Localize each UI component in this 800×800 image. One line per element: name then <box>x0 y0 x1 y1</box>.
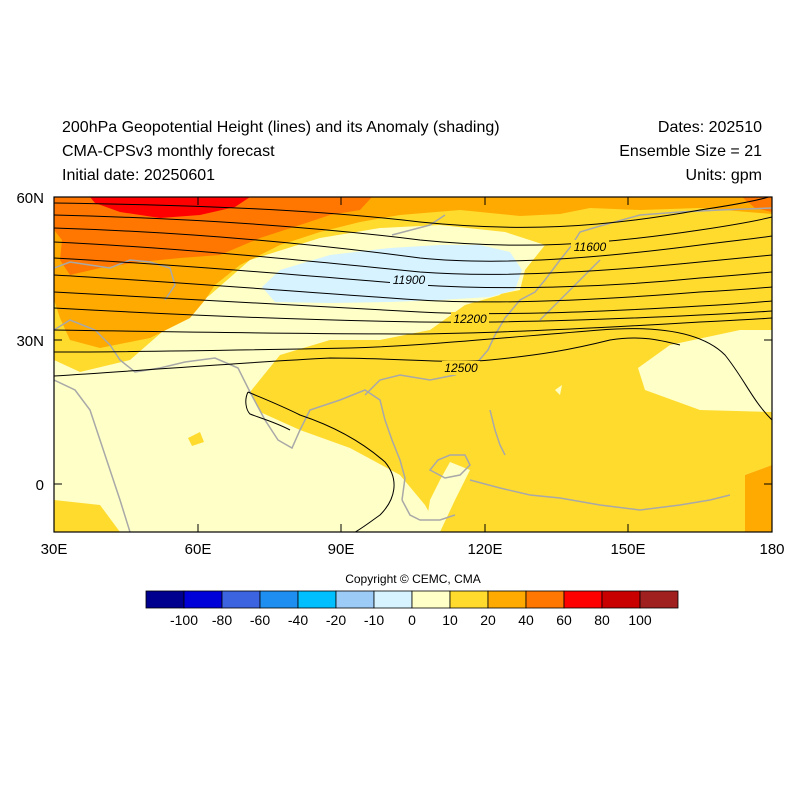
coast-lake <box>391 214 446 236</box>
contour-line <box>245 391 291 431</box>
chart-title: 200hPa Geopotential Height (lines) and i… <box>62 119 500 136</box>
contour-label-bg <box>390 273 428 287</box>
colorbar-label: -40 <box>288 612 308 628</box>
map-frame <box>53 196 773 533</box>
contour-line <box>54 214 772 246</box>
lon-tick-label: 180 <box>759 541 784 558</box>
colorbar-label: 40 <box>518 612 534 628</box>
lon-tick-label: 120E <box>467 541 502 558</box>
colorbar-swatch <box>411 590 451 609</box>
model-label: CMA-CPSv3 monthly forecast <box>62 143 275 160</box>
colorbar-swatch <box>221 590 261 609</box>
lat-tick-label: 30N <box>16 333 44 350</box>
colorbar-swatch <box>145 590 185 609</box>
colorbar-swatch <box>487 590 527 609</box>
axis-ticks <box>53 196 773 532</box>
coastlines <box>54 207 772 532</box>
lat-tick-label: 60N <box>16 190 44 207</box>
lon-tick-label: 90E <box>328 541 355 558</box>
units-label: Units: gpm <box>685 167 762 184</box>
contour-line <box>54 241 772 275</box>
contour-line <box>247 391 395 532</box>
colorbar-label: 20 <box>480 612 496 628</box>
contour-label-group: 11600 11900 12200 12500 <box>390 240 609 375</box>
colorbar-label: 10 <box>442 612 458 628</box>
contour-label-11900: 11900 <box>393 273 426 287</box>
coast-japan <box>539 259 601 321</box>
contour-label-11600: 11600 <box>574 240 607 254</box>
coast-philippines <box>489 409 506 456</box>
shading-0-10-dot <box>555 385 562 395</box>
coast-south-asia <box>54 319 406 501</box>
colorbar-label: -60 <box>250 612 270 628</box>
colorbar-label: 0 <box>408 612 416 628</box>
contour-line <box>54 257 772 289</box>
coast-africa <box>54 379 131 532</box>
colorbar-label: 100 <box>628 612 652 628</box>
coast-borneo <box>428 454 471 479</box>
colorbar-swatch <box>639 590 679 609</box>
contour-label-bg <box>451 312 489 326</box>
coast-caspian <box>54 259 176 301</box>
lon-tick-label: 60E <box>185 541 212 558</box>
contour-label-bg <box>442 361 480 375</box>
lat-tick-label: 0 <box>36 477 44 494</box>
colorbar-label: -20 <box>326 612 346 628</box>
anomaly-shading <box>54 197 772 532</box>
colorbar-swatch <box>525 590 565 609</box>
contour-line <box>54 317 772 335</box>
colorbar-label: 60 <box>556 612 572 628</box>
copyright-label: Copyright © CEMC, CMA <box>345 572 481 586</box>
colorbar-swatch <box>373 590 413 609</box>
contour-line <box>54 328 772 421</box>
contour-line <box>54 227 772 262</box>
colorbar-swatch <box>563 590 603 609</box>
colorbar-swatch <box>297 590 337 609</box>
forecast-date-label: Dates: 202510 <box>657 119 762 136</box>
colorbar-swatch <box>259 590 299 609</box>
contour-label-12500: 12500 <box>444 361 478 375</box>
shading-0-10-sea <box>425 462 470 532</box>
lon-tick-label: 30E <box>41 541 68 558</box>
colorbar: -100 -80 -60 -40 -20 -10 0 10 20 40 60 80 100 <box>145 590 679 628</box>
contour-label-bg <box>571 240 609 254</box>
ensemble-size-label: Ensemble Size = 21 <box>619 143 762 160</box>
contour-line <box>54 197 771 228</box>
contour-line <box>54 274 772 303</box>
shading-0-10-east <box>638 330 772 412</box>
shading-60-80 <box>90 197 250 218</box>
shading-20-40-se <box>745 465 772 532</box>
colorbar-label: -10 <box>364 612 384 628</box>
contour-label-12200: 12200 <box>453 312 487 326</box>
initial-date-label: Initial date: 20250601 <box>62 167 216 184</box>
lon-tick-label: 150E <box>610 541 645 558</box>
coast-east-asia <box>364 207 772 396</box>
shading-10-20-dot <box>188 432 204 446</box>
colorbar-label: 80 <box>594 612 610 628</box>
colorbar-label: -80 <box>212 612 232 628</box>
coast-malay <box>401 499 456 521</box>
shading-10-20 <box>54 197 772 532</box>
coast-indonesia-png <box>469 479 731 511</box>
colorbar-label: -100 <box>170 612 198 628</box>
colorbar-swatch <box>449 590 489 609</box>
colorbar-swatch <box>335 590 375 609</box>
height-contours <box>54 197 772 532</box>
colorbar-swatch <box>183 590 223 609</box>
shading-10-20-sw <box>54 500 120 532</box>
colorbar-swatch <box>601 590 641 609</box>
